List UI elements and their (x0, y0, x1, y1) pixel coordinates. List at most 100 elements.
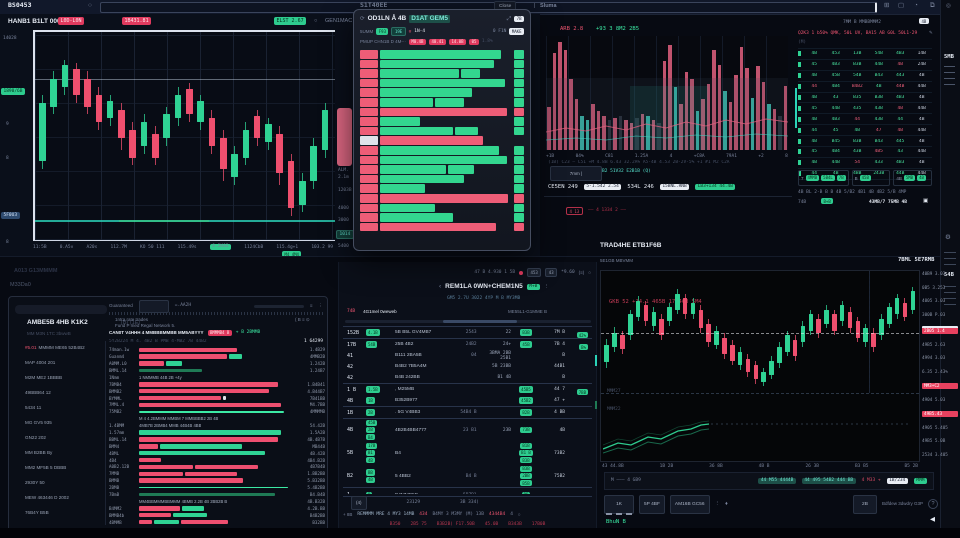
depth-row[interactable]: 4B4 4B4.B2B (109, 457, 325, 463)
depth-row[interactable]: BMM4 MB44B (109, 443, 325, 449)
depth-row[interactable]: BYMML 7B41BB (109, 395, 325, 401)
sidebar-symbol-item[interactable]: MM2 MF5B 5 DBBB (25, 465, 107, 470)
count-badge[interactable]: 453 (527, 268, 542, 277)
clock-icon[interactable]: ○ (314, 18, 318, 24)
orderbook-row[interactable] (360, 193, 524, 203)
order-row[interactable]: 152B 4.1B 5B B5L GV4MB7 2543 22 B3B 7M B 42% (343, 326, 592, 339)
summary-box[interactable]: 4B 5MB 4B (893, 170, 932, 186)
marker-icon[interactable]: ♦ (725, 500, 728, 507)
gear-icon[interactable]: ⚙ (945, 234, 951, 241)
orderbook-row[interactable] (360, 117, 524, 126)
orderbook-row[interactable] (360, 69, 524, 78)
depth-badge[interactable]: 7B (514, 15, 524, 23)
depth-row[interactable]: 1Nmm 1 NMMMB 44B 2B +4y (109, 375, 325, 381)
quote-row[interactable]: 4B 43 B35 B3B 4B3 4B (798, 93, 932, 104)
indicator-button[interactable]: AM16B GC56 (669, 494, 710, 514)
quote-row[interactable]: 4B 44B 54 433 4B3 4B (798, 158, 932, 169)
sidebar-symbol-item[interactable]: MEW 463446 D 2002 (25, 495, 107, 500)
order-row[interactable]: 4B 45B 2B B4 4B2B4BB4777 23 B1 23B 73B 4B (343, 418, 592, 441)
grid-icon[interactable]: ⊞ (884, 2, 890, 9)
range-selector[interactable]: 7mm | (550, 166, 602, 181)
candlestick-chart[interactable] (33, 30, 335, 241)
filter-mid-badge[interactable]: 19E (391, 27, 406, 36)
layers-icon[interactable]: ⧉ (930, 2, 935, 9)
quote-row[interactable]: 4B 4B3 44 43B 44 4B (798, 114, 932, 126)
sidebar-symbol-item[interactable]: GN22 202 (25, 435, 107, 440)
depth-row[interactable]: BMMB2 4.B44B7 (109, 388, 325, 394)
orderbook-row[interactable] (360, 59, 524, 69)
more-icon[interactable]: ⋮ (543, 283, 550, 290)
depth-row[interactable]: M 4 4.2BMMM MMBM 7 MMBBBB2 2B 4B (109, 416, 325, 422)
depth-row[interactable]: 7MML.4 M4.7BB (109, 402, 325, 408)
order-row[interactable]: 17B 54B 25B 4B2 24B2 24+ 45B 7B 4 B% (343, 338, 592, 351)
depth-row[interactable]: 1.4BMM 4MB7B 2BMB4 MMB 44B4B 4BB 54.42B (109, 423, 325, 429)
order-row[interactable]: 42 B4B 242BB B1 4B B (343, 372, 592, 383)
order-row[interactable]: 1 B 1.5B , M25MB 45B5 44 7 7BB (343, 383, 592, 396)
orderbook-row[interactable] (360, 203, 524, 213)
sidebar-symbol-item[interactable]: 49BBB64 12 (25, 390, 107, 395)
window-icon[interactable]: ▢ (898, 2, 905, 9)
orderbook-row[interactable] (360, 165, 524, 174)
orderbook-row[interactable] (360, 50, 524, 59)
depth-row[interactable]: B4MM2 4.2B.BB (109, 505, 325, 511)
more-tools-icon[interactable]: ⋮ (714, 500, 721, 507)
summary-box[interactable]: 7 4MMB 5B4L 7B (798, 170, 849, 186)
depth-row[interactable]: 7BMB4 1.B4B41 (109, 381, 325, 387)
quote-row[interactable]: 45 44B 435 43B 4B 44B (798, 103, 932, 115)
sidebar-symbol-item[interactable]: M2M ME2 1BBBB (25, 375, 107, 380)
sidebar-symbol-item[interactable]: MAP 4004 201 (25, 360, 107, 365)
help-icon[interactable]: ? (928, 499, 938, 509)
filter-buy-badge[interactable]: F93 (376, 28, 389, 35)
quote-row[interactable]: 4B 453 13B 54B 4B3 14B (798, 49, 932, 60)
orderbook-row[interactable] (360, 213, 524, 222)
orderbook-row[interactable] (360, 145, 524, 155)
orderbook-row[interactable] (360, 88, 524, 97)
quote-row[interactable]: 45 4B4 43B 4B5 43 44B (798, 147, 932, 158)
panel-search-input[interactable] (15, 305, 107, 314)
mode-selector[interactable] (138, 299, 169, 313)
quote-row[interactable]: 45 4B3 B3B 44B 4B 24B (798, 60, 932, 71)
depth-row[interactable]: BBML.14 4B.4B7B (109, 437, 325, 443)
depth-row[interactable]: 74man.1w 1.4B29 (109, 347, 325, 353)
sidebar-symbol-item[interactable]: #5.01 MMMM ME65 52B4B2 (25, 345, 107, 350)
depth-row[interactable]: MM4BBMMMBBMMM 4BMB 2.2B 4B 2BB2B B 4B.B32… (109, 499, 325, 505)
depth-row[interactable]: BMMB 5.B32BB (109, 478, 325, 484)
depth-row[interactable]: A0B2.12B 4B7B4B (109, 464, 325, 470)
orderbook-row[interactable] (360, 126, 524, 136)
orderbook-row[interactable] (360, 222, 524, 232)
depth-row[interactable]: 4BMMB B32BB (109, 519, 325, 525)
quote-row[interactable]: 4B B45 B3B B43 445 4B (798, 136, 932, 148)
edit-icon[interactable]: ✎ (929, 30, 933, 35)
apps-icon[interactable]: ◎ (946, 3, 951, 9)
interval-button[interactable]: 1K (604, 494, 634, 514)
make-order-button[interactable]: MAKE (509, 28, 524, 35)
expand-icon[interactable]: ⤢ (506, 15, 512, 22)
sidebar-symbol-item[interactable]: 2930Y 50 (25, 480, 107, 485)
scroll-thumb[interactable] (443, 320, 518, 323)
corner-badge[interactable]: 4B (919, 18, 929, 25)
orderbook-row[interactable] (360, 78, 524, 88)
orderbook-row[interactable] (360, 97, 524, 107)
copy-icon[interactable]: ▣ (923, 198, 929, 204)
count-badge[interactable]: 43 (545, 268, 558, 277)
order-row[interactable]: 4B 1B B352B977 45B2 47 + (343, 395, 592, 406)
depth-row[interactable]: BMMB4b B4B2BB (109, 512, 325, 518)
depth-row[interactable]: 7BmB B4.B4B (109, 492, 325, 498)
order-row[interactable]: 1B 2B . 5G V4BB3 54B4 B B2B 4 BB (343, 406, 592, 418)
compare-button[interactable]: 2B (852, 494, 877, 514)
depth-row[interactable]: BMML.14 1.24B7 (109, 368, 325, 374)
depth-row[interactable]: Guanm4 4MMB2B (109, 354, 325, 360)
order-row[interactable]: B2 BB 4B 5 4BB2 B4 B B3B 2BB B5B 75B2 (343, 465, 592, 487)
quote-row[interactable]: 44 45 4B 47 4B 44B (798, 125, 932, 137)
order-row[interactable]: 1B B4MMB5B5B7B1 B5 (343, 487, 592, 494)
sidebar-symbol-item[interactable]: 5434 11 (25, 405, 107, 410)
refresh-icon[interactable]: ⟳ (360, 15, 365, 22)
depth-row[interactable]: 1.57mm 1.5A2B (109, 430, 325, 436)
go-badge[interactable]: MMM (913, 477, 927, 485)
search-icon[interactable]: ○ (88, 2, 92, 9)
depth-row[interactable]: 75MB2 4MMMMB (109, 409, 325, 415)
sidebar-symbol-item[interactable]: MM B2BB By (25, 450, 107, 455)
quote-row[interactable]: 44 4B4 B4B2 4B 44B 44B (798, 82, 932, 93)
menu-icon[interactable]: ≡ (309, 303, 313, 309)
more-icon[interactable]: ⋮ (318, 303, 324, 309)
